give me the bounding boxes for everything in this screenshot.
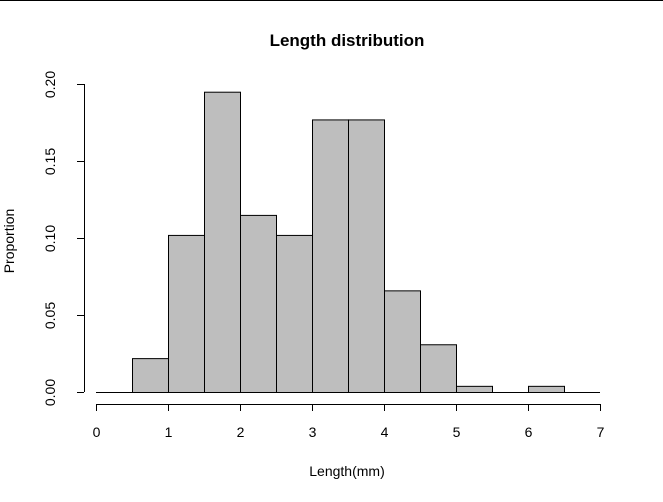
y-tick-label: 0.10 (42, 225, 58, 252)
histogram-bar (168, 234, 205, 393)
histogram-bar (420, 344, 457, 394)
x-tick-label: 5 (453, 424, 461, 440)
x-tick-label: 2 (237, 424, 245, 440)
x-tick-label: 1 (165, 424, 173, 440)
top-border-line (0, 0, 663, 1)
x-tick-label: 3 (309, 424, 317, 440)
x-tick-label: 0 (93, 424, 101, 440)
histogram-bar (384, 290, 421, 393)
y-tick-label: 0.05 (42, 302, 58, 329)
x-axis: 0 1 2 3 4 5 6 7 (93, 404, 605, 440)
histogram-bar (312, 119, 349, 393)
bars-group (132, 91, 565, 394)
y-tick-label: 0.15 (42, 148, 58, 175)
y-tick-label: 0.20 (42, 71, 58, 98)
x-axis-label: Length(mm) (309, 463, 384, 479)
y-axis-label: Proportion (1, 209, 17, 274)
x-tick-label: 6 (525, 424, 533, 440)
y-tick-label: 0.00 (42, 379, 58, 406)
histogram-bar (456, 385, 493, 393)
x-tick-label: 7 (597, 424, 605, 440)
histogram-bar (528, 385, 565, 393)
y-axis: 0.00 0.05 0.10 0.15 0.20 (42, 71, 85, 406)
histogram-bar (276, 234, 313, 393)
chart-title: Length distribution (270, 31, 425, 50)
histogram-bar (132, 358, 169, 393)
histogram-bar (240, 214, 277, 393)
histogram-bar (204, 91, 241, 393)
histogram-bar (348, 119, 385, 393)
x-tick-label: 4 (381, 424, 389, 440)
